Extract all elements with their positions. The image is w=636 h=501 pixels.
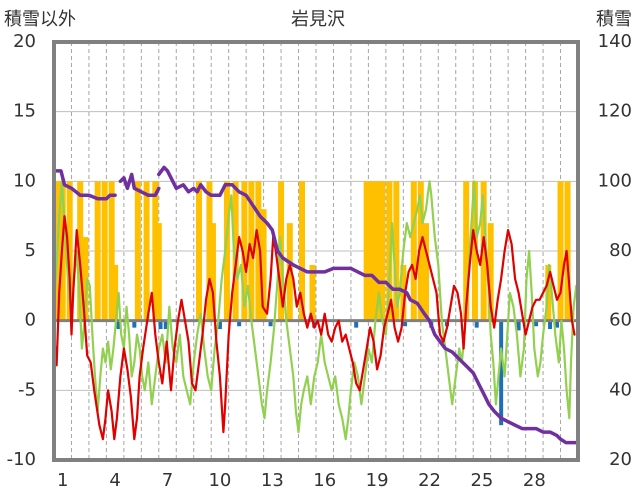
left-tick-label-3: 5 (25, 240, 36, 261)
precip-bar-35 (423, 223, 430, 321)
right-axis-ticks: 140 120 100 80 60 40 20 (598, 31, 632, 470)
precip-bar-17 (232, 181, 239, 321)
left-tick-label-5: -5 (18, 379, 36, 400)
series-lines (52, 165, 580, 445)
snowfall-bar-9 (403, 320, 408, 327)
x-tick-label-9: 28 (523, 470, 546, 491)
precip-bar-41 (557, 181, 564, 321)
snow-depth-line-1 (118, 172, 161, 198)
x-tick-label-2: 7 (162, 470, 173, 491)
precip-bar-37 (471, 181, 478, 321)
precip-bar-11 (152, 181, 159, 321)
x-tick-label-3: 10 (208, 470, 231, 491)
temperature-line (52, 215, 576, 441)
left-axis-label: 積雪以外 (4, 9, 76, 30)
snow-depth-line-2 (157, 165, 580, 445)
precip-bar-6 (101, 181, 108, 321)
left-axis-ticks: 20 15 10 5 0 -5 -10 (7, 31, 36, 470)
left-tick-label-6: -10 (7, 449, 36, 470)
left-tick-label-1: 15 (13, 101, 36, 122)
right-tick-label-3: 80 (609, 240, 632, 261)
precip-bar-21 (260, 209, 267, 321)
grid (54, 42, 578, 460)
precip-bar-16 (223, 181, 230, 321)
precip-bar-36 (463, 181, 470, 321)
right-axis-label: 積雪 (596, 9, 632, 30)
precip-bar-8 (112, 264, 119, 321)
precip-bar-3 (77, 181, 84, 321)
plot-frame (52, 40, 580, 462)
right-tick-label-4: 60 (609, 310, 632, 331)
precip-bar-12 (155, 223, 162, 321)
precip-bar-14 (206, 181, 213, 321)
right-tick-label-2: 100 (598, 170, 632, 191)
right-tick-label-1: 120 (598, 101, 632, 122)
snowfall-bar-6 (268, 320, 273, 327)
x-tick-label-4: 13 (261, 470, 284, 491)
precip-bar-4 (82, 237, 89, 321)
snowfall-bar-13 (499, 320, 504, 426)
precip-bar-29 (379, 181, 386, 321)
precip-bar-9 (134, 181, 141, 321)
precip-bar-7 (108, 181, 115, 321)
precip-bar-15 (209, 223, 216, 321)
snowfall-bar-8 (354, 320, 359, 328)
precip-bar-31 (393, 181, 400, 321)
snowfall-bar-0 (116, 320, 121, 330)
precip-bar-30 (386, 181, 393, 321)
snowfall-bar-3 (163, 320, 168, 330)
left-tick-label-0: 20 (13, 31, 36, 52)
snowfall-bar-4 (217, 320, 222, 330)
precip-bar-26 (363, 181, 370, 321)
precip-bar-2 (66, 181, 73, 321)
x-tick-label-5: 16 (313, 470, 336, 491)
precip-bar-33 (410, 181, 417, 321)
x-tick-label-6: 19 (366, 470, 389, 491)
precip-bar-38 (480, 181, 487, 321)
precip-bar-13 (195, 181, 202, 321)
right-tick-label-5: 40 (609, 379, 632, 400)
snowfall-bar-15 (534, 320, 539, 327)
precip-bar-28 (374, 181, 381, 321)
snowfall-bar-12 (474, 320, 479, 328)
precip-bar-25 (309, 264, 316, 321)
left-tick-label-4: 0 (25, 310, 36, 331)
snowfall-bar-14 (516, 320, 521, 331)
dew-temperature-line (52, 180, 578, 441)
x-axis-ticks: 1 4 7 10 13 16 19 22 25 28 (57, 470, 546, 491)
precip-bar-27 (368, 181, 375, 321)
precip-bar-23 (286, 223, 293, 321)
snowfall-bar-5 (237, 320, 242, 327)
precip-bar-18 (241, 181, 248, 321)
snowfall-bar-1 (132, 320, 137, 328)
x-tick-label-0: 1 (57, 470, 68, 491)
precip-bar-34 (417, 181, 424, 321)
x-tick-label-1: 4 (109, 470, 120, 491)
snowfall-bar-17 (555, 320, 560, 328)
snowfall-bar-16 (548, 320, 553, 330)
precip-bar-39 (487, 223, 494, 321)
precip-bar-24 (299, 181, 306, 321)
snow-depth-line-0 (52, 169, 117, 201)
x-tick-label-8: 25 (470, 470, 493, 491)
right-tick-label-0: 140 (598, 31, 632, 52)
x-tick-label-7: 22 (418, 470, 441, 491)
chart-title: 岩見沢 (291, 9, 345, 30)
precip-bar-5 (94, 181, 101, 321)
left-tick-label-2: 10 (13, 170, 36, 191)
precip-bar-10 (143, 181, 150, 321)
right-tick-label-6: 20 (609, 449, 632, 470)
snowfall-bar-2 (158, 320, 163, 330)
precip-bar-20 (255, 181, 262, 321)
